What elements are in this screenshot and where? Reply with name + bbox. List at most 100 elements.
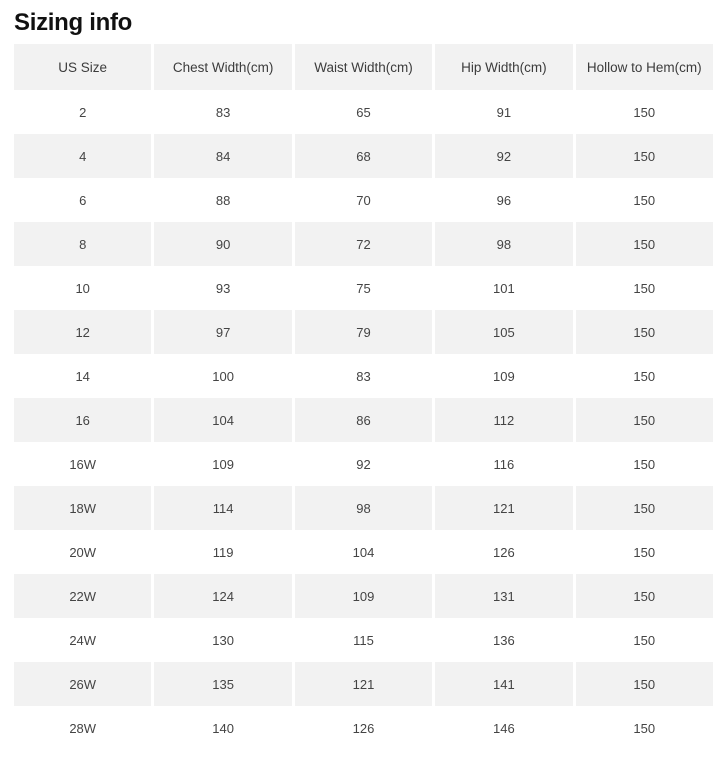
col-header-waist-width: Waist Width(cm): [294, 44, 433, 90]
hollow-to-hem-cell: 150: [575, 354, 713, 398]
waist-width-cell: 65: [294, 90, 433, 134]
hollow-to-hem-cell: 150: [575, 574, 713, 618]
sizing-table: US Size Chest Width(cm) Waist Width(cm) …: [11, 44, 716, 750]
us-size-cell: 24W: [14, 618, 152, 662]
col-header-us-size: US Size: [14, 44, 152, 90]
waist-width-cell: 104: [294, 530, 433, 574]
hip-width-cell: 112: [435, 398, 573, 442]
hollow-to-hem-cell: 150: [575, 398, 713, 442]
hollow-to-hem-cell: 150: [575, 310, 713, 354]
hip-width-cell: 109: [435, 354, 573, 398]
chest-width-cell: 100: [154, 354, 292, 398]
hollow-to-hem-cell: 150: [575, 442, 713, 486]
waist-width-cell: 98: [294, 486, 433, 530]
table-row: 26W 135 121 141 150: [14, 662, 713, 706]
hip-width-cell: 105: [435, 310, 573, 354]
hip-width-cell: 121: [435, 486, 573, 530]
chest-width-cell: 114: [154, 486, 292, 530]
table-row: 8 90 72 98 150: [14, 222, 713, 266]
hollow-to-hem-cell: 150: [575, 266, 713, 310]
waist-width-cell: 92: [294, 442, 433, 486]
hollow-to-hem-cell: 150: [575, 178, 713, 222]
table-row: 22W 124 109 131 150: [14, 574, 713, 618]
us-size-cell: 12: [14, 310, 152, 354]
table-row: 10 93 75 101 150: [14, 266, 713, 310]
waist-width-cell: 121: [294, 662, 433, 706]
table-row: 12 97 79 105 150: [14, 310, 713, 354]
table-row: 2 83 65 91 150: [14, 90, 713, 134]
hip-width-cell: 141: [435, 662, 573, 706]
hollow-to-hem-cell: 150: [575, 618, 713, 662]
waist-width-cell: 75: [294, 266, 433, 310]
hip-width-cell: 101: [435, 266, 573, 310]
waist-width-cell: 70: [294, 178, 433, 222]
us-size-cell: 8: [14, 222, 152, 266]
us-size-cell: 16W: [14, 442, 152, 486]
hollow-to-hem-cell: 150: [575, 90, 713, 134]
chest-width-cell: 124: [154, 574, 292, 618]
hip-width-cell: 136: [435, 618, 573, 662]
us-size-cell: 18W: [14, 486, 152, 530]
chest-width-cell: 119: [154, 530, 292, 574]
sizing-info-section: Sizing info US Size Chest Width(cm) Wais…: [0, 11, 727, 750]
table-row: 16W 109 92 116 150: [14, 442, 713, 486]
us-size-cell: 10: [14, 266, 152, 310]
chest-width-cell: 104: [154, 398, 292, 442]
hip-width-cell: 92: [435, 134, 573, 178]
table-row: 24W 130 115 136 150: [14, 618, 713, 662]
table-header-row: US Size Chest Width(cm) Waist Width(cm) …: [14, 44, 713, 90]
page-title: Sizing info: [14, 9, 133, 36]
hip-width-cell: 131: [435, 574, 573, 618]
us-size-cell: 4: [14, 134, 152, 178]
hollow-to-hem-cell: 150: [575, 222, 713, 266]
us-size-cell: 28W: [14, 706, 152, 750]
waist-width-cell: 115: [294, 618, 433, 662]
hip-width-cell: 91: [435, 90, 573, 134]
waist-width-cell: 109: [294, 574, 433, 618]
chest-width-cell: 130: [154, 618, 292, 662]
hip-width-cell: 116: [435, 442, 573, 486]
col-header-hip-width: Hip Width(cm): [435, 44, 573, 90]
chest-width-cell: 140: [154, 706, 292, 750]
chest-width-cell: 84: [154, 134, 292, 178]
table-row: 28W 140 126 146 150: [14, 706, 713, 750]
hip-width-cell: 126: [435, 530, 573, 574]
hip-width-cell: 98: [435, 222, 573, 266]
hollow-to-hem-cell: 150: [575, 530, 713, 574]
table-row: 16 104 86 112 150: [14, 398, 713, 442]
chest-width-cell: 109: [154, 442, 292, 486]
waist-width-cell: 126: [294, 706, 433, 750]
col-header-chest-width: Chest Width(cm): [154, 44, 292, 90]
table-row: 4 84 68 92 150: [14, 134, 713, 178]
col-header-hollow-to-hem: Hollow to Hem(cm): [575, 44, 713, 90]
us-size-cell: 6: [14, 178, 152, 222]
us-size-cell: 14: [14, 354, 152, 398]
hollow-to-hem-cell: 150: [575, 706, 713, 750]
waist-width-cell: 79: [294, 310, 433, 354]
table-row: 6 88 70 96 150: [14, 178, 713, 222]
chest-width-cell: 88: [154, 178, 292, 222]
us-size-cell: 26W: [14, 662, 152, 706]
waist-width-cell: 68: [294, 134, 433, 178]
waist-width-cell: 83: [294, 354, 433, 398]
hollow-to-hem-cell: 150: [575, 134, 713, 178]
chest-width-cell: 90: [154, 222, 292, 266]
chest-width-cell: 83: [154, 90, 292, 134]
sizing-table-body: 2 83 65 91 150 4 84 68 92 150 6 88 70 96 150 8 90 72 98 150…: [14, 90, 713, 750]
waist-width-cell: 72: [294, 222, 433, 266]
table-row: 20W 119 104 126 150: [14, 530, 713, 574]
us-size-cell: 20W: [14, 530, 152, 574]
hip-width-cell: 96: [435, 178, 573, 222]
hollow-to-hem-cell: 150: [575, 662, 713, 706]
chest-width-cell: 135: [154, 662, 292, 706]
us-size-cell: 16: [14, 398, 152, 442]
hollow-to-hem-cell: 150: [575, 486, 713, 530]
waist-width-cell: 86: [294, 398, 433, 442]
hip-width-cell: 146: [435, 706, 573, 750]
chest-width-cell: 93: [154, 266, 292, 310]
table-row: 14 100 83 109 150: [14, 354, 713, 398]
us-size-cell: 22W: [14, 574, 152, 618]
chest-width-cell: 97: [154, 310, 292, 354]
table-row: 18W 114 98 121 150: [14, 486, 713, 530]
us-size-cell: 2: [14, 90, 152, 134]
